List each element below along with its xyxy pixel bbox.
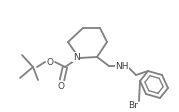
- Text: NH: NH: [115, 61, 129, 70]
- Text: O: O: [57, 82, 64, 90]
- Text: N: N: [73, 53, 79, 61]
- Text: O: O: [47, 57, 54, 67]
- Text: Br: Br: [128, 100, 138, 110]
